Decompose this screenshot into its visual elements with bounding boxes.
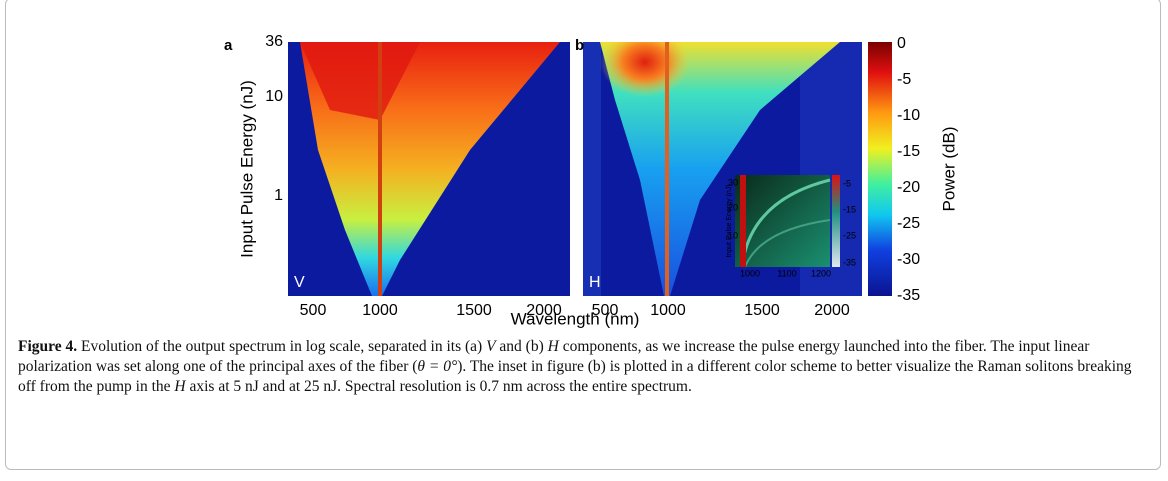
caption-text: Evolution of the output spectrum in log …	[81, 338, 487, 355]
caption: Figure 4. Evolution of the output spectr…	[18, 337, 1148, 397]
caption-text: V	[486, 338, 496, 355]
x-tick-label: 2000	[814, 302, 850, 319]
inset-x-tick: 1200	[811, 268, 831, 278]
caption-text: θ = 0°	[417, 358, 458, 375]
figure-frame	[5, 0, 1161, 470]
y-tick-label: 10	[265, 88, 283, 105]
y-tick-label: 36	[265, 33, 283, 50]
colorbar-label: Power (dB)	[939, 126, 958, 211]
caption-text: H	[547, 338, 559, 355]
caption-text: ). The inset in figure (b) is plotted in…	[18, 358, 1132, 395]
inset-colorbar-tick: -25	[843, 230, 856, 240]
inset-x-tick: 1100	[777, 268, 796, 278]
colorbar-tick-label: 0	[897, 35, 906, 52]
inset-y-tick: 30	[728, 177, 738, 187]
x-tick-label: 500	[592, 302, 619, 319]
caption-text: components, as we increase the pulse ene…	[18, 338, 1090, 375]
panel-label: b	[575, 37, 584, 54]
caption-label: Figure 4.	[18, 338, 78, 355]
caption-text: and (b)	[495, 338, 548, 355]
inset-colorbar-tick: -35	[843, 257, 856, 267]
x-tick-label: 2000	[526, 302, 562, 319]
x-tick-label: 1000	[362, 302, 398, 319]
x-axis-label: Wavelength (nm)	[511, 309, 640, 328]
colorbar-tick-label: -15	[897, 143, 920, 160]
colorbar	[868, 42, 892, 296]
y-tick-label: 1	[274, 187, 283, 204]
panel-label: a	[224, 37, 233, 54]
inset	[735, 175, 840, 268]
colorbar-tick-label: -20	[897, 179, 920, 196]
inset-x-tick: 1000	[740, 268, 760, 278]
colorbar-tick-label: -35	[897, 287, 920, 304]
caption-text: axis at 5 nJ and at 25 nJ. Spectral reso…	[185, 378, 692, 395]
inset-colorbar-tick: -15	[843, 204, 856, 214]
panel-a-image	[288, 42, 570, 296]
colorbar-tick-label: -10	[897, 107, 920, 124]
inset-y-tick: 20	[728, 202, 738, 212]
colorbar-tick-label: -30	[897, 251, 920, 268]
figure: Input Pulse Energy (nJ) Wavelength (nm) …	[224, 33, 958, 328]
inset-colorbar-tick: -5	[843, 178, 851, 188]
caption-text: H	[174, 378, 186, 395]
x-tick-label: 1000	[650, 302, 686, 319]
x-tick-label: 500	[300, 302, 327, 319]
inset-y-tick: 10	[728, 230, 738, 240]
panel-corner-label: V	[294, 274, 305, 291]
inset-y-label: Input Pulse Energy (nJ)	[726, 184, 733, 257]
panel-corner-label: H	[589, 274, 601, 291]
y-axis-label: Input Pulse Energy (nJ)	[237, 80, 256, 258]
x-tick-label: 1500	[744, 302, 780, 319]
colorbar-tick-label: -25	[897, 215, 920, 232]
x-tick-label: 1500	[456, 302, 492, 319]
colorbar-tick-label: -5	[897, 71, 911, 88]
